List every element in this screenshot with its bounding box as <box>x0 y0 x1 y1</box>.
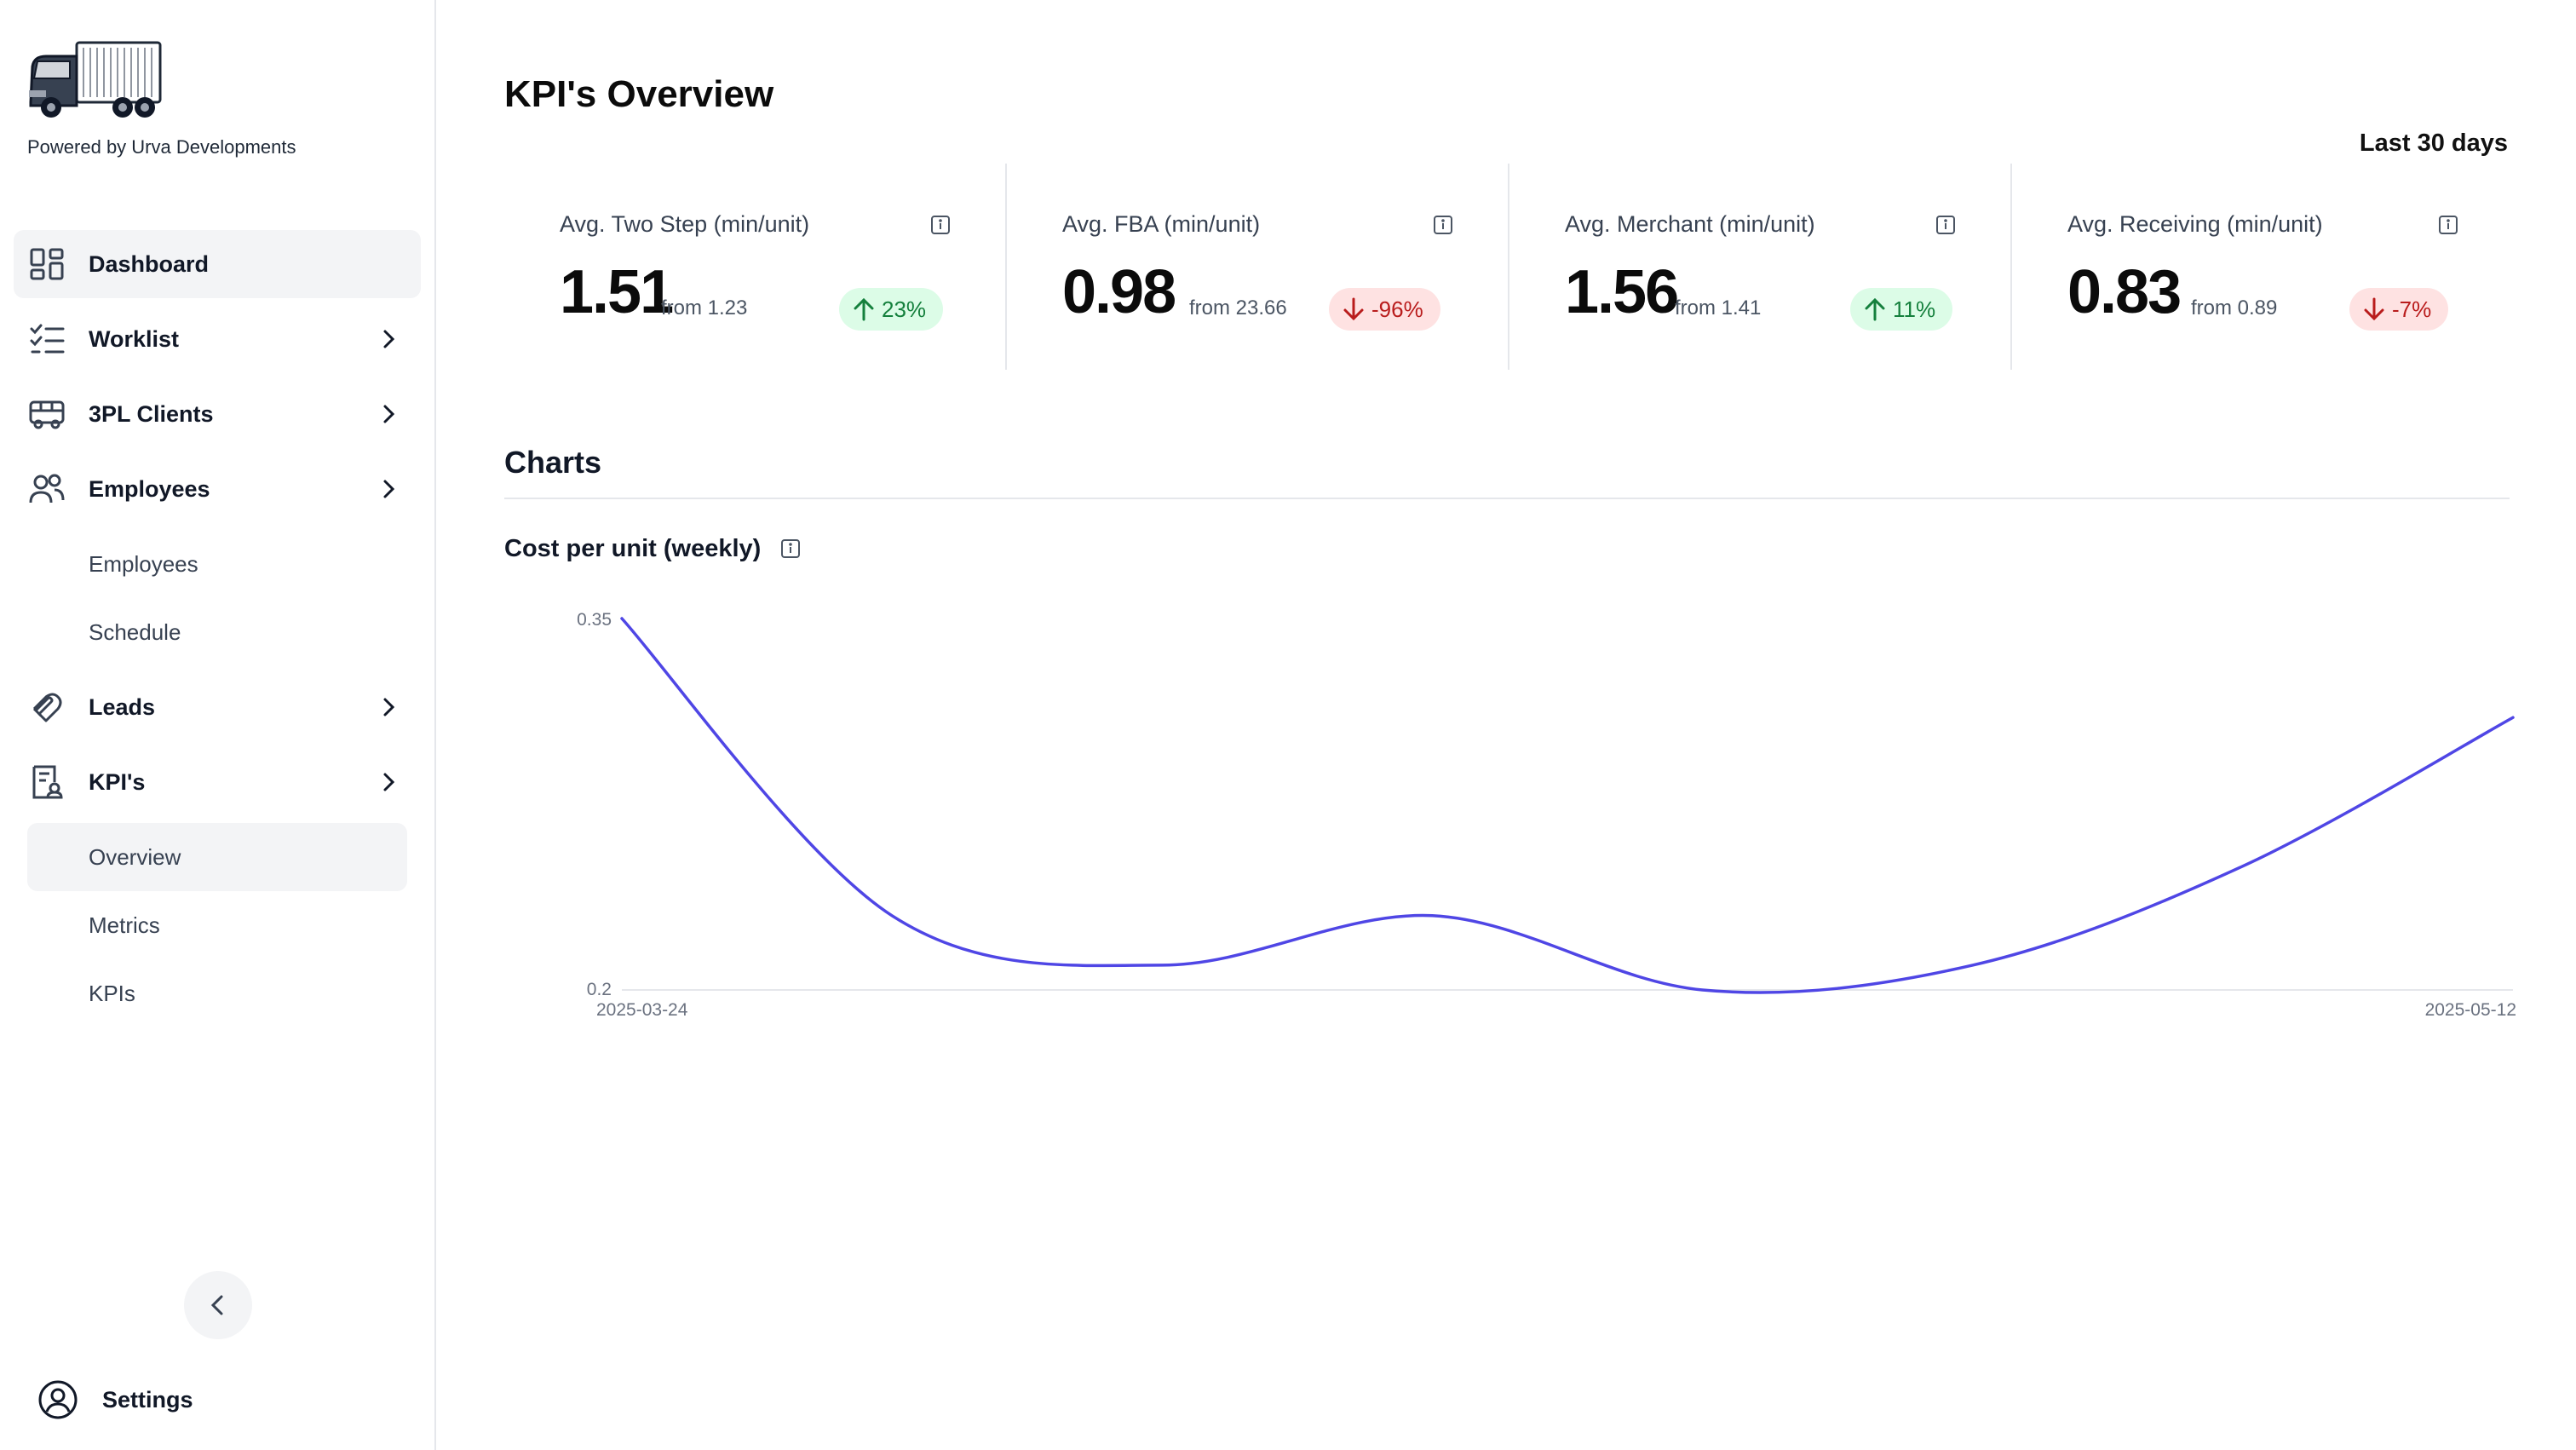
sidebar-subitem-label: Overview <box>89 843 181 870</box>
sidebar-subitem-overview[interactable]: Overview <box>27 823 407 891</box>
chevron-right-icon <box>383 480 395 498</box>
chart-title: Cost per unit (weekly) <box>504 535 762 562</box>
chevron-right-icon <box>383 698 395 716</box>
sidebar-item-3pl-clients[interactable]: 3PL Clients <box>14 380 421 448</box>
magnet-icon <box>32 693 62 722</box>
change-value: 11% <box>1893 296 1936 322</box>
sidebar-item-employees[interactable]: Employees <box>14 455 421 523</box>
settings-button[interactable]: Settings <box>37 1377 293 1423</box>
sidebar-subitem-employees[interactable]: Employees <box>27 530 407 598</box>
kpi-title: Avg. FBA (min/unit) <box>1062 211 1261 237</box>
arrow-up-icon <box>1865 297 1885 321</box>
chevron-right-icon <box>383 405 395 423</box>
kpi-from: from 1.41 <box>1675 296 1762 319</box>
page-title: KPI's Overview <box>504 73 774 115</box>
chevron-right-icon <box>383 773 395 791</box>
chevron-left-icon <box>210 1295 223 1315</box>
kpi-title: Avg. Merchant (min/unit) <box>1565 211 1815 237</box>
date-range-selector[interactable]: Last 30 days <box>2359 129 2508 157</box>
kpi-value: 1.51 <box>560 258 674 326</box>
sidebar-subitem-metrics[interactable]: Metrics <box>27 891 407 959</box>
arrow-down-icon <box>1343 297 1364 321</box>
series-line <box>620 617 2515 994</box>
charts-section-title: Charts <box>504 445 602 480</box>
sidebar-item-label: Employees <box>89 475 210 502</box>
sidebar-subitem-schedule[interactable]: Schedule <box>27 598 407 666</box>
kpi-from: from 23.66 <box>1189 296 1287 319</box>
kpi-from: from 1.23 <box>661 296 748 319</box>
y-tick-label: 0.35 <box>577 610 612 630</box>
sidebar-item-dashboard[interactable]: Dashboard <box>14 230 421 298</box>
cost-per-unit-line-chart: 0.35 0.2 2025-03-24 2025-05-12 <box>577 610 2516 1020</box>
sidebar: Powered by Urva Developments Dashboard W… <box>0 0 436 1450</box>
settings-label: Settings <box>102 1386 193 1413</box>
kpi-title: Avg. Two Step (min/unit) <box>560 211 810 237</box>
sidebar-subitem-label: Metrics <box>89 912 160 938</box>
kpi-card-fba: Avg. FBA (min/unit) 0.98 from 23.66 -96% <box>1007 164 1509 370</box>
change-badge: 23% <box>839 288 944 331</box>
info-icon[interactable] <box>2438 215 2458 235</box>
info-icon[interactable] <box>780 538 801 559</box>
change-value: 23% <box>882 296 927 322</box>
change-value: -96% <box>1371 296 1423 322</box>
kpi-value: 0.83 <box>2067 258 2182 326</box>
sidebar-item-kpis[interactable]: KPI's <box>14 748 421 816</box>
sidebar-item-label: KPI's <box>89 768 146 795</box>
sidebar-subitem-kpis[interactable]: KPIs <box>27 959 407 1027</box>
powered-by-text: Powered by Urva Developments <box>27 136 296 158</box>
kpi-card-two-step: Avg. Two Step (min/unit) 1.51 from 1.23 … <box>504 164 1007 370</box>
sidebar-item-label: Leads <box>89 693 156 720</box>
change-badge: -96% <box>1329 288 1440 331</box>
sidebar-item-label: 3PL Clients <box>89 400 214 427</box>
sidebar-subitem-label: Schedule <box>89 619 181 645</box>
kpi-from: from 0.89 <box>2191 296 2278 319</box>
kpi-value: 0.98 <box>1062 258 1176 326</box>
info-icon[interactable] <box>1433 215 1453 235</box>
sidebar-item-label: Worklist <box>89 325 180 352</box>
info-icon[interactable] <box>1935 215 1956 235</box>
section-divider <box>504 498 2510 499</box>
chevron-right-icon <box>383 330 395 348</box>
kpi-card-receiving: Avg. Receiving (min/unit) 0.83 from 0.89… <box>2012 164 2515 370</box>
x-tick-label: 2025-03-24 <box>596 1000 688 1020</box>
sidebar-item-label: Dashboard <box>89 250 210 277</box>
report-icon <box>32 765 63 799</box>
change-value: -7% <box>2392 296 2432 322</box>
sidebar-subitem-label: KPIs <box>89 980 135 1006</box>
sidebar-item-worklist[interactable]: Worklist <box>14 305 421 373</box>
users-icon <box>29 474 65 503</box>
dashboard-grid-icon <box>30 248 64 280</box>
y-tick-label: 0.2 <box>587 980 612 999</box>
x-tick-label: 2025-05-12 <box>2425 1000 2516 1020</box>
change-badge: -7% <box>2349 288 2449 331</box>
info-icon[interactable] <box>930 215 951 235</box>
checklist-icon <box>30 324 65 354</box>
truck-logo-icon <box>29 41 162 118</box>
user-circle-icon <box>38 1380 78 1419</box>
arrow-up-icon <box>854 297 874 321</box>
sidebar-subitem-label: Employees <box>89 550 198 577</box>
kpi-value: 1.56 <box>1565 258 1679 326</box>
kpi-title: Avg. Receiving (min/unit) <box>2067 211 2323 237</box>
sidebar-item-leads[interactable]: Leads <box>14 673 421 741</box>
kpi-card-merchant: Avg. Merchant (min/unit) 1.56 from 1.41 … <box>1509 164 2012 370</box>
arrow-down-icon <box>2364 297 2384 321</box>
change-badge: 11% <box>1850 288 1953 331</box>
bus-icon <box>29 400 65 429</box>
collapse-sidebar-button[interactable] <box>184 1271 252 1339</box>
